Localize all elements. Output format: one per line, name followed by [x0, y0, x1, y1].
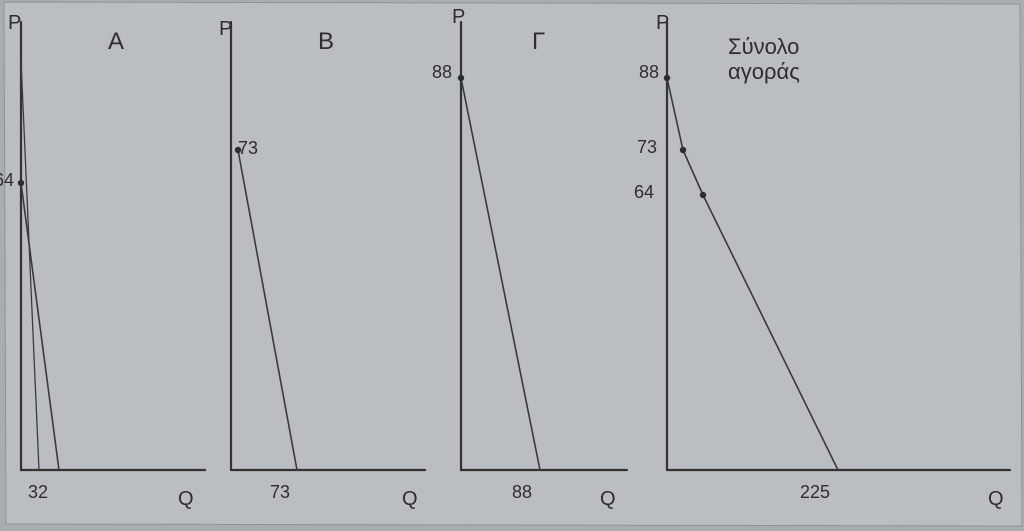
- q-axis-label-B: Q: [402, 488, 418, 511]
- kink-label-Total-1: 64: [634, 182, 654, 203]
- panel-title-Gamma: Γ: [532, 28, 545, 56]
- x-intercept-label-A: 32: [28, 482, 48, 503]
- p-axis-label-Total: P: [656, 12, 669, 35]
- q-axis-label-A: Q: [178, 488, 194, 511]
- p-axis-label-A: P: [8, 12, 21, 35]
- background-svg: [0, 0, 1024, 531]
- y-intercept-label-B: 73: [238, 138, 258, 159]
- x-intercept-label-Gamma: 88: [512, 482, 532, 503]
- p-axis-label-Gamma: P: [452, 6, 465, 29]
- y-intercept-label-Total: 88: [639, 62, 659, 83]
- x-intercept-label-B: 73: [270, 482, 290, 503]
- q-axis-label-Total: Q: [988, 488, 1004, 511]
- x-intercept-label-Total: 225: [800, 482, 830, 503]
- kink-label-Total-0: 73: [637, 137, 657, 158]
- p-axis-label-B: P: [219, 18, 232, 41]
- chart-canvas: A P Q 64 32 B P Q 73 73 Γ P Q 88 88 P Q 88 225 73 64 Σύνολο α…: [0, 0, 1024, 531]
- q-axis-label-Gamma: Q: [600, 488, 616, 511]
- y-intercept-label-A: 64: [0, 170, 14, 191]
- panel-title-A: A: [108, 28, 124, 56]
- panel-title-B: B: [318, 28, 334, 56]
- y-intercept-label-Gamma: 88: [432, 62, 452, 83]
- annotation-Total: Σύνολο αγοράς: [728, 34, 800, 85]
